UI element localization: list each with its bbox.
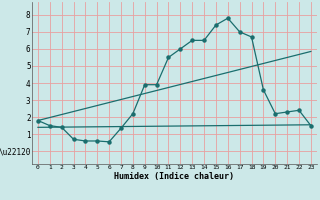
X-axis label: Humidex (Indice chaleur): Humidex (Indice chaleur) (115, 172, 234, 181)
